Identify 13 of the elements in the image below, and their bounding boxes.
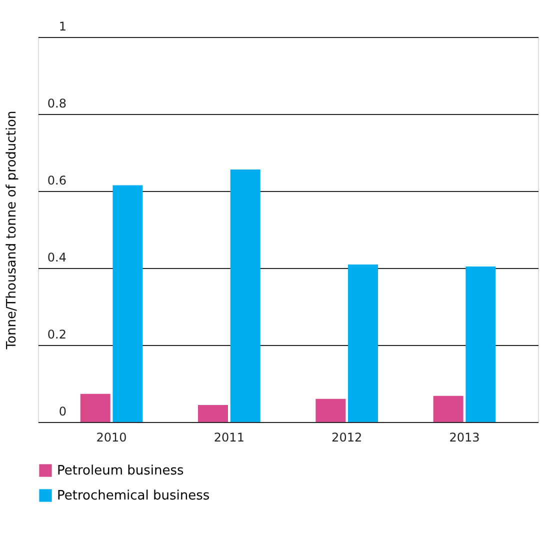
y-tick-label: 1	[58, 20, 66, 34]
x-tick-label: 2013	[449, 430, 480, 444]
y-axis-title: Tonne/Thousand tonne of production	[4, 110, 20, 350]
x-tick-label: 2011	[214, 430, 244, 444]
x-tick-label: 2010	[96, 430, 127, 444]
y-tick-label: 0.2	[47, 328, 66, 342]
y-tick-label: 0	[58, 404, 66, 418]
legend-label: Petrochemical business	[57, 488, 210, 504]
y-tick-label: 0.8	[47, 96, 66, 110]
y-tick-label: 0.4	[47, 250, 66, 264]
y-tick-label: 0.6	[47, 174, 66, 188]
legend-label: Petroleum business	[57, 464, 184, 478]
x-tick-label: 2012	[332, 430, 362, 444]
